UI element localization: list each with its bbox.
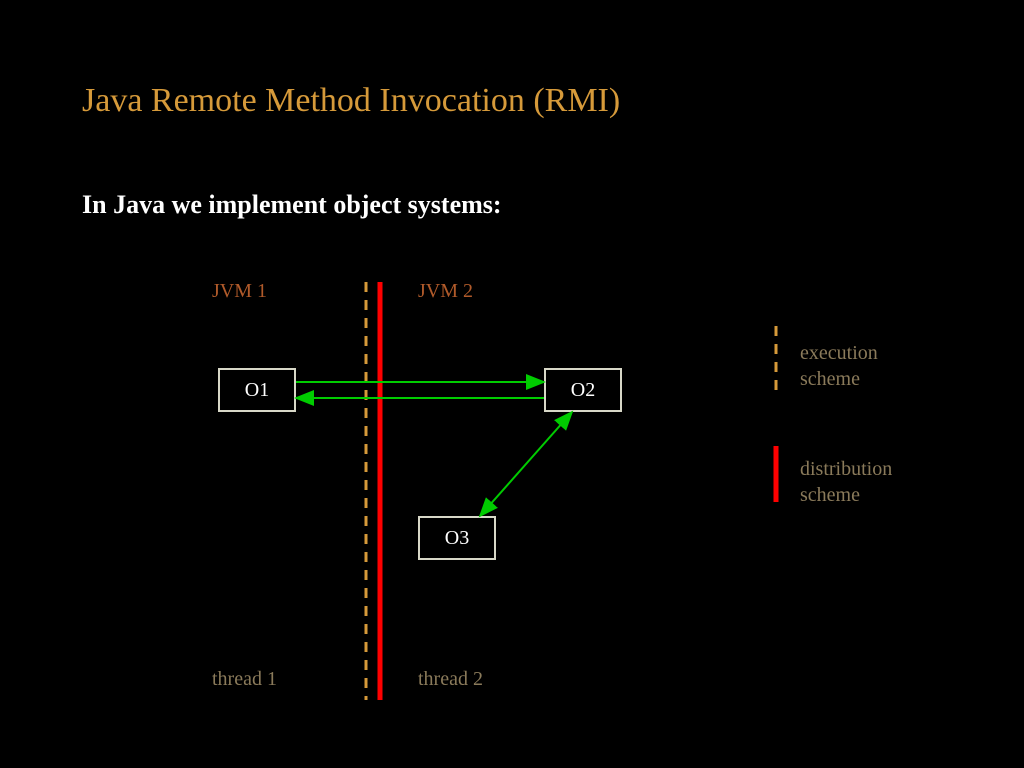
legend-line-1: execution bbox=[800, 342, 878, 364]
slide-title: Java Remote Method Invocation (RMI) bbox=[82, 82, 620, 120]
thread-label-2: thread 2 bbox=[418, 668, 483, 691]
object-label: O1 bbox=[245, 379, 269, 402]
jvm-label-2: JVM 2 bbox=[418, 280, 473, 303]
object-label: O2 bbox=[571, 379, 595, 402]
arrow-o3-o2 bbox=[480, 412, 572, 516]
jvm-label-1: JVM 1 bbox=[212, 280, 267, 303]
slide-subtitle: In Java we implement object systems: bbox=[82, 190, 502, 220]
object-box-o3: O3 bbox=[418, 516, 496, 560]
legend-execution-label: execution scheme bbox=[800, 340, 878, 392]
object-box-o1: O1 bbox=[218, 368, 296, 412]
thread-label-1: thread 1 bbox=[212, 668, 277, 691]
legend-line-2: scheme bbox=[800, 368, 860, 390]
object-box-o2: O2 bbox=[544, 368, 622, 412]
legend-distribution-label: distribution scheme bbox=[800, 456, 892, 508]
legend-line-2: scheme bbox=[800, 484, 860, 506]
legend-line-1: distribution bbox=[800, 458, 892, 480]
object-label: O3 bbox=[445, 527, 469, 550]
